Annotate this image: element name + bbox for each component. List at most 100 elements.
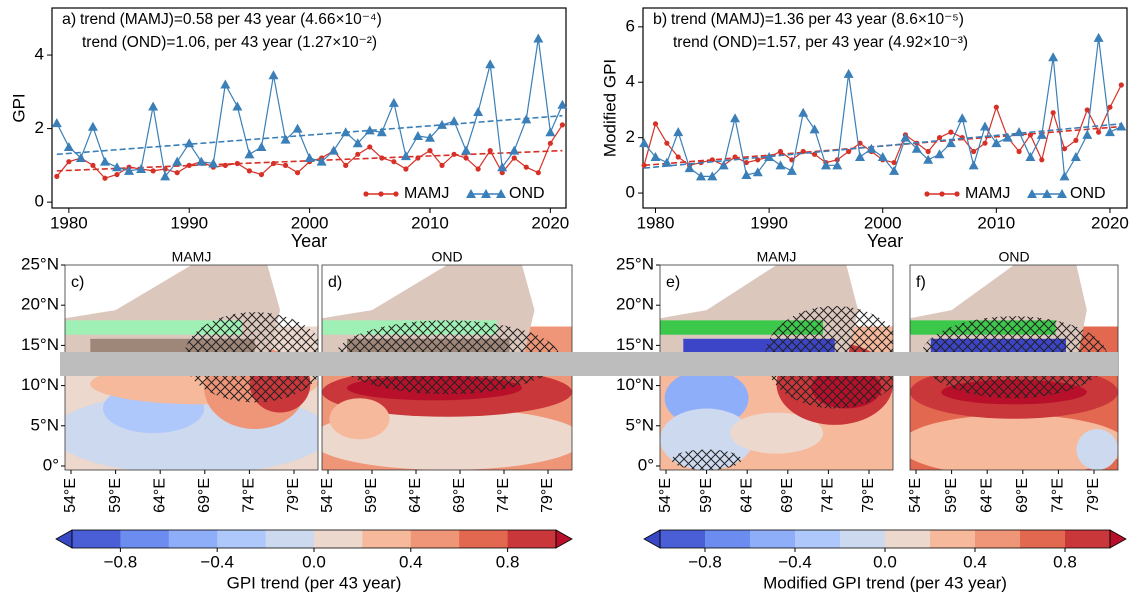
marker (559, 122, 565, 128)
field-blob (1076, 429, 1118, 470)
marker (968, 160, 979, 170)
lon-tick-label: 79°E (539, 478, 556, 513)
marker (535, 170, 541, 176)
marker (1073, 137, 1079, 144)
lon-tick-label: 74°E (820, 478, 837, 513)
marker (891, 159, 897, 166)
annotation: trend (MAMJ)=0.58 per 43 year (4.66×10⁻⁴… (80, 11, 382, 28)
marker (1095, 129, 1102, 135)
marker (948, 129, 954, 135)
lon-tick-label: 54°E (907, 478, 924, 513)
legend-marker (1042, 189, 1052, 198)
field-blob (910, 414, 1118, 470)
masked-band (60, 352, 1118, 376)
marker (174, 170, 180, 176)
colorbar-segment (1065, 530, 1111, 548)
marker (439, 162, 445, 168)
panel-label: d) (328, 274, 342, 291)
marker (661, 157, 672, 167)
marker (364, 125, 375, 135)
annotation: trend (OND)=1.06, per 43 year (1.27×10⁻²… (82, 34, 377, 51)
marker (51, 118, 62, 128)
colorbar-tick-label: −0.8 (104, 552, 138, 571)
marker (945, 138, 956, 148)
annotation: trend (MAMJ)=1.36 per 43 year (8.6×10⁻⁵) (671, 11, 964, 28)
x-tick-label: 1980 (50, 213, 88, 232)
marker (991, 138, 1002, 148)
lon-tick-label: 54°E (657, 478, 674, 513)
panel-title: MAMJ (757, 249, 797, 265)
marker (650, 152, 661, 162)
marker (675, 154, 681, 160)
lat-tick-label: 15°N (21, 335, 59, 354)
marker (340, 127, 351, 137)
legend-marker (939, 191, 945, 197)
x-tick-label: 2010 (411, 213, 449, 232)
marker (979, 121, 990, 131)
marker (136, 164, 147, 174)
marker (1002, 132, 1013, 142)
x-tick-label: 2020 (1091, 213, 1129, 232)
marker (936, 135, 943, 141)
colorbar-segment (930, 530, 976, 548)
marker (415, 155, 421, 161)
marker (1025, 152, 1036, 162)
marker (1093, 32, 1104, 42)
marker (63, 141, 74, 151)
marker (1082, 129, 1093, 139)
marker (684, 163, 695, 173)
marker (184, 138, 195, 148)
marker (244, 149, 255, 159)
marker (1061, 146, 1068, 152)
marker (523, 164, 529, 170)
marker (752, 167, 763, 177)
marker (148, 101, 159, 111)
colorbar-segment (410, 530, 460, 548)
marker (400, 151, 411, 161)
marker (485, 59, 496, 69)
marker (718, 160, 729, 170)
panel-label: e) (666, 274, 680, 291)
legend-marker (1027, 189, 1037, 198)
y-tick-label: 0 (626, 183, 635, 202)
marker (475, 166, 481, 172)
lon-tick-label: 69°E (1014, 478, 1031, 513)
marker (1107, 104, 1113, 110)
marker (786, 165, 797, 175)
marker (258, 171, 265, 178)
colorbar-tick-label: 0.8 (496, 552, 520, 571)
lat-tick-label: 20°N (21, 295, 59, 314)
marker (982, 140, 988, 146)
lon-tick-label: 59°E (698, 478, 715, 513)
marker (775, 160, 786, 170)
x-axis-label: Year (291, 231, 327, 251)
marker (87, 121, 98, 131)
x-tick-label: 2010 (977, 213, 1015, 232)
lon-tick-label: 69°E (196, 478, 213, 513)
marker (1059, 171, 1070, 181)
marker (270, 160, 277, 167)
marker (499, 170, 505, 176)
marker (150, 168, 156, 174)
marker (280, 134, 291, 144)
marker (809, 124, 820, 134)
legend-marker (954, 191, 960, 197)
panel-title: OND (431, 249, 462, 265)
colorbar-tick-label: 0.4 (399, 552, 423, 571)
x-tick-label: 2000 (291, 213, 329, 232)
colorbar-tick-label: −0.8 (688, 552, 722, 571)
marker (99, 156, 110, 166)
x-tick-label: 2000 (864, 213, 902, 232)
lon-tick-label: 69°E (779, 478, 796, 513)
lon-tick-label: 59°E (943, 478, 960, 513)
lon-tick-label: 74°E (495, 478, 512, 513)
legend-marker (481, 189, 491, 198)
marker (391, 159, 397, 165)
marker (412, 130, 423, 140)
marker (114, 171, 120, 178)
marker (246, 168, 253, 174)
legend-marker (1057, 189, 1067, 198)
marker (367, 144, 373, 150)
